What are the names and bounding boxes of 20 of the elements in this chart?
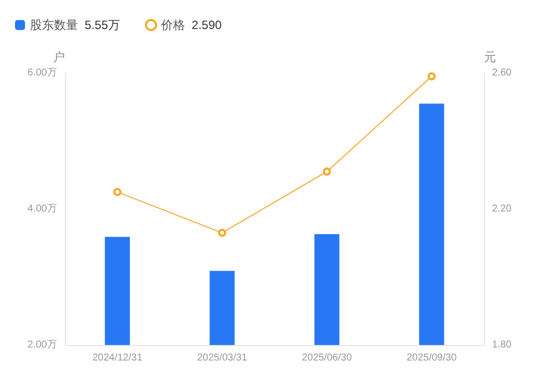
x-tick-label: 2025/06/30	[302, 352, 352, 364]
point	[218, 228, 226, 237]
y2-axis-title: 元	[484, 50, 496, 64]
legend-label: 股东数量	[30, 18, 85, 32]
point	[428, 72, 436, 80]
y-tick-label: 2.00万	[28, 340, 57, 350]
y2-tick-label: 1.80	[492, 340, 512, 350]
y-axis-title: 户	[53, 50, 65, 64]
y-tick-label: 6.00万	[28, 68, 57, 78]
x-tick-label: 2024/12/31	[92, 352, 143, 364]
text: 5.55万	[84, 18, 120, 32]
point	[113, 188, 122, 196]
text: 2.590	[192, 18, 222, 32]
x-tick-label: 2025/03/31	[197, 352, 248, 364]
legend-label: 价格	[160, 18, 192, 32]
y2-tick-label: 2.60	[492, 68, 512, 78]
point	[322, 168, 331, 176]
x-tick-label: 2025/09/30	[406, 352, 458, 364]
y-tick-label: 4.00万	[28, 204, 57, 214]
y2-tick-label: 2.20	[492, 204, 512, 214]
